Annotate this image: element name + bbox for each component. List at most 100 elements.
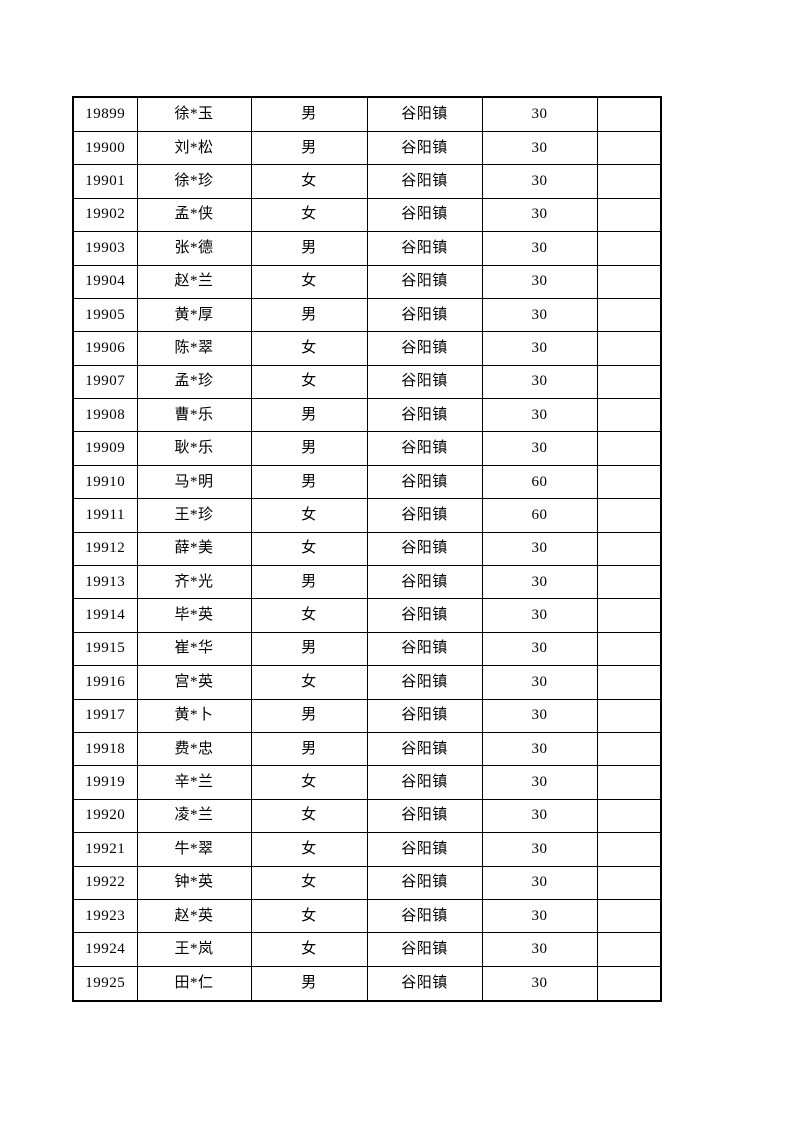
cell-town: 谷阳镇 <box>366 898 483 934</box>
cell-blank <box>596 898 662 934</box>
cell-gender: 男 <box>250 431 368 466</box>
cell-amount: 60 <box>481 498 598 533</box>
cell-amount: 30 <box>481 698 598 733</box>
cell-name: 赵*英 <box>136 898 252 934</box>
table-row: 19918 费*忠男谷阳镇 30 <box>72 731 662 767</box>
cell-name: 辛*兰 <box>136 765 252 800</box>
cell-gender: 男 <box>250 464 368 500</box>
cell-town: 谷阳镇 <box>366 832 483 867</box>
cell-blank <box>596 197 662 233</box>
cell-amount: 30 <box>481 398 598 433</box>
cell-amount: 30 <box>481 331 598 366</box>
cell-blank <box>596 130 662 166</box>
cell-id: 19903 <box>72 231 138 266</box>
cell-gender: 男 <box>250 96 368 132</box>
table-row: 19904 赵*兰女谷阳镇 30 <box>72 264 662 299</box>
cell-gender: 女 <box>250 865 368 900</box>
cell-amount: 30 <box>481 898 598 934</box>
cell-name: 毕*英 <box>136 598 252 633</box>
table-row: 19905 黄*厚男谷阳镇 30 <box>72 297 662 333</box>
cell-id: 19900 <box>72 130 138 166</box>
cell-name: 孟*侠 <box>136 197 252 233</box>
cell-blank <box>596 231 662 266</box>
cell-id: 19911 <box>72 498 138 533</box>
cell-id: 19904 <box>72 264 138 299</box>
cell-name: 徐*珍 <box>136 164 252 199</box>
cell-name: 孟*珍 <box>136 364 252 400</box>
cell-name: 黄*卜 <box>136 698 252 733</box>
cell-name: 张*德 <box>136 231 252 266</box>
cell-town: 谷阳镇 <box>366 231 483 266</box>
cell-gender: 女 <box>250 197 368 233</box>
table-row: 19916 宫*英女谷阳镇 30 <box>72 665 662 700</box>
cell-town: 谷阳镇 <box>366 731 483 767</box>
cell-gender: 女 <box>250 765 368 800</box>
cell-gender: 男 <box>250 398 368 433</box>
cell-town: 谷阳镇 <box>366 765 483 800</box>
cell-town: 谷阳镇 <box>366 631 483 667</box>
table-row: 19908 曹*乐男谷阳镇 30 <box>72 398 662 433</box>
cell-town: 谷阳镇 <box>366 364 483 400</box>
cell-town: 谷阳镇 <box>366 164 483 199</box>
cell-id: 19919 <box>72 765 138 800</box>
cell-name: 钟*英 <box>136 865 252 900</box>
cell-amount: 30 <box>481 665 598 700</box>
cell-name: 耿*乐 <box>136 431 252 466</box>
cell-gender: 女 <box>250 832 368 867</box>
cell-town: 谷阳镇 <box>366 965 483 1002</box>
cell-town: 谷阳镇 <box>366 464 483 500</box>
cell-name: 徐*玉 <box>136 96 252 132</box>
cell-gender: 女 <box>250 264 368 299</box>
cell-blank <box>596 431 662 466</box>
cell-id: 19920 <box>72 798 138 834</box>
cell-blank <box>596 798 662 834</box>
cell-blank <box>596 965 662 1002</box>
cell-name: 赵*兰 <box>136 264 252 299</box>
cell-id: 19925 <box>72 965 138 1002</box>
cell-gender: 女 <box>250 665 368 700</box>
cell-blank <box>596 932 662 967</box>
table-row: 19919 辛*兰女谷阳镇 30 <box>72 765 662 800</box>
cell-gender: 男 <box>250 698 368 733</box>
cell-gender: 女 <box>250 331 368 366</box>
cell-id: 19902 <box>72 197 138 233</box>
cell-blank <box>596 832 662 867</box>
cell-gender: 女 <box>250 531 368 567</box>
cell-amount: 30 <box>481 965 598 1002</box>
table-row: 19923 赵*英女谷阳镇 30 <box>72 898 662 934</box>
cell-id: 19907 <box>72 364 138 400</box>
table-row: 19899 徐*玉男谷阳镇 30 <box>72 96 662 132</box>
cell-town: 谷阳镇 <box>366 197 483 233</box>
cell-gender: 男 <box>250 731 368 767</box>
cell-name: 宫*英 <box>136 665 252 700</box>
cell-name: 王*岚 <box>136 932 252 967</box>
cell-amount: 30 <box>481 264 598 299</box>
cell-blank <box>596 264 662 299</box>
cell-blank <box>596 531 662 567</box>
table-row: 19917 黄*卜男谷阳镇 30 <box>72 698 662 733</box>
cell-gender: 女 <box>250 932 368 967</box>
cell-id: 19922 <box>72 865 138 900</box>
cell-blank <box>596 765 662 800</box>
cell-amount: 30 <box>481 364 598 400</box>
table-row: 19914 毕*英女谷阳镇 30 <box>72 598 662 633</box>
cell-amount: 30 <box>481 197 598 233</box>
cell-town: 谷阳镇 <box>366 297 483 333</box>
cell-id: 19914 <box>72 598 138 633</box>
table-row: 19900 刘*松男谷阳镇 30 <box>72 130 662 166</box>
cell-name: 齐*光 <box>136 565 252 600</box>
cell-gender: 女 <box>250 598 368 633</box>
cell-gender: 女 <box>250 364 368 400</box>
table-row: 19906 陈*翠女谷阳镇 30 <box>72 331 662 366</box>
table-row: 19922 钟*英女谷阳镇 30 <box>72 865 662 900</box>
cell-blank <box>596 565 662 600</box>
cell-name: 黄*厚 <box>136 297 252 333</box>
cell-amount: 30 <box>481 865 598 900</box>
cell-name: 费*忠 <box>136 731 252 767</box>
cell-name: 刘*松 <box>136 130 252 166</box>
table-row: 19911 王*珍女谷阳镇 60 <box>72 498 662 533</box>
table-row: 19902 孟*侠女谷阳镇 30 <box>72 197 662 233</box>
cell-blank <box>596 665 662 700</box>
table-row: 19912 薛*美女谷阳镇 30 <box>72 531 662 567</box>
